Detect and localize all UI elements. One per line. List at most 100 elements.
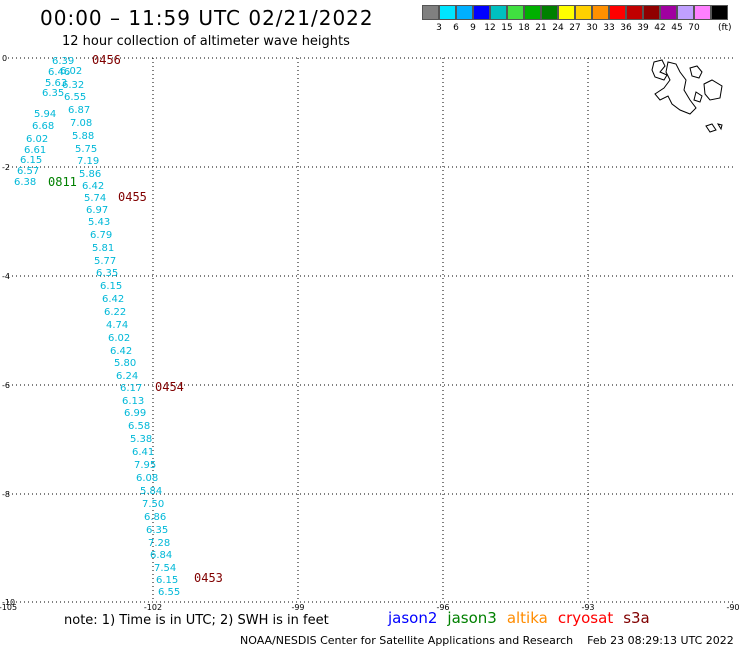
legend-swatch (677, 5, 694, 20)
satellite-label: s3a (623, 609, 650, 627)
y-tick-label: -2 (2, 163, 10, 172)
legend-label: 39 (637, 23, 649, 33)
galapagos-coastline (651, 59, 723, 133)
legend-swatch (490, 5, 507, 20)
wave-height-label: 6.35 (96, 268, 118, 279)
x-tick-label: -93 (581, 603, 594, 612)
wave-height-label: 7.50 (142, 499, 164, 510)
wave-height-label: 6.58 (128, 421, 150, 432)
wave-height-label: 6.42 (102, 294, 124, 305)
footer-timestamp: Feb 23 08:29:13 UTC 2022 (587, 634, 734, 647)
legend-label: 36 (620, 23, 632, 33)
wave-height-label: 6.35 (146, 525, 168, 536)
color-legend: 3 6 9 12 15 18 21 24 27 30 33 36 39 42 45 70 (ft) (422, 5, 732, 33)
wave-height-label: 6.02 (60, 66, 82, 77)
legend-label: 42 (654, 23, 666, 33)
legend-label: 3 (436, 23, 442, 33)
wave-height-label: 6.84 (150, 550, 172, 561)
legend-label: 18 (518, 23, 530, 33)
legend-swatch (439, 5, 456, 20)
legend-swatch (711, 5, 728, 20)
y-tick-label: -4 (2, 272, 10, 281)
wave-height-label: 5.43 (88, 217, 110, 228)
y-tick-label: 0 (2, 54, 7, 63)
wave-height-label: 6.68 (32, 121, 54, 132)
satellite-label: altika (506, 609, 548, 627)
legend-swatch (524, 5, 541, 20)
legend-label: 15 (501, 23, 513, 33)
legend-swatch (473, 5, 490, 20)
wave-height-label: 5.81 (92, 243, 114, 254)
wave-height-label: 5.75 (75, 144, 97, 155)
wave-height-label: 6.57 (17, 166, 39, 177)
y-tick-label: -10 (2, 598, 15, 607)
wave-height-label: 5.63 (45, 78, 67, 89)
legend-swatch (609, 5, 626, 20)
x-tick-label: -90 (726, 603, 739, 612)
axis-tick-labels: -105 -102 -99 -96 -93 -90 0 -2 -4 -6 -8 -10 (0, 54, 740, 612)
legend-swatch (422, 5, 439, 20)
satellite-label: cryosat (557, 609, 614, 627)
wave-height-label: 7.28 (148, 538, 170, 549)
wave-height-label: 6.86 (144, 512, 166, 523)
wave-height-label: 6.17 (120, 383, 142, 394)
legend-label: 33 (603, 23, 615, 33)
legend-swatch (592, 5, 609, 20)
legend-label: 45 (671, 23, 683, 33)
legend-label: 30 (586, 23, 598, 33)
wave-height-label: 7.54 (154, 563, 176, 574)
page-subtitle: 12 hour collection of altimeter wave hei… (62, 34, 350, 49)
wave-height-label: 6.39 (52, 56, 74, 67)
y-tick-label: -6 (2, 381, 10, 390)
y-tick-label: -8 (2, 490, 10, 499)
wave-height-label: 6.13 (122, 396, 144, 407)
wave-height-label: 6.99 (124, 408, 146, 419)
pass-time-labels: 0456 0811 0455 0454 0453 (48, 53, 223, 585)
wave-height-label: 7.95 (134, 460, 156, 471)
wave-height-label: 6.55 (64, 92, 86, 103)
wave-height-label: 6.79 (90, 230, 112, 241)
legend-label: 21 (535, 23, 547, 33)
wave-height-label: 5.86 (79, 169, 101, 180)
wave-height-label: 6.61 (24, 145, 46, 156)
wave-height-label: 4.74 (106, 320, 128, 331)
wave-height-label: 6.55 (158, 587, 180, 598)
legend-labels: 3 6 9 12 15 18 21 24 27 30 33 36 39 42 45 70 (ft) (422, 23, 740, 37)
wave-height-label: 6.15 (156, 575, 178, 586)
wave-height-label: 5.74 (84, 193, 106, 204)
wave-height-label: 6.02 (26, 134, 48, 145)
legend-label: 6 (453, 23, 459, 33)
pass-time-label: 0811 (48, 175, 77, 189)
wave-height-label: 6.22 (104, 307, 126, 318)
legend-swatch (575, 5, 592, 20)
wave-height-label: 7.08 (70, 118, 92, 129)
x-tick-label: -105 (0, 603, 17, 612)
x-tick-label: -102 (144, 603, 162, 612)
wave-height-label: 6.35 (42, 88, 64, 99)
wave-height-label: 6.15 (100, 281, 122, 292)
wave-height-label: 6.42 (110, 346, 132, 357)
pass-time-label: 0456 (92, 53, 121, 67)
pass-time-label: 0454 (155, 380, 184, 394)
wave-height-label: 6.15 (20, 155, 42, 166)
wave-height-label: 6.42 (82, 181, 104, 192)
wave-height-label: 6.97 (86, 205, 108, 216)
legend-swatch (558, 5, 575, 20)
grid-lines (8, 57, 733, 603)
wave-height-label: 5.80 (114, 358, 136, 369)
wave-height-label: 6.46 (48, 67, 70, 78)
legend-swatch (660, 5, 677, 20)
x-tick-label: -96 (436, 603, 449, 612)
legend-swatch (643, 5, 660, 20)
page-title: 00:00 – 11:59 UTC 02/21/2022 (40, 6, 374, 30)
footer: NOAA/NESDIS Center for Satellite Applica… (240, 634, 734, 647)
wave-height-labels: 6.396.466.025.636.326.35 6.556.875.947.08… (14, 56, 180, 598)
legend-label: 70 (688, 23, 700, 33)
wave-height-label: 6.24 (116, 371, 138, 382)
legend-swatch (694, 5, 711, 20)
legend-swatch (626, 5, 643, 20)
x-tick-label: -99 (291, 603, 304, 612)
legend-swatch (541, 5, 558, 20)
footer-credit: NOAA/NESDIS Center for Satellite Applica… (240, 634, 574, 647)
